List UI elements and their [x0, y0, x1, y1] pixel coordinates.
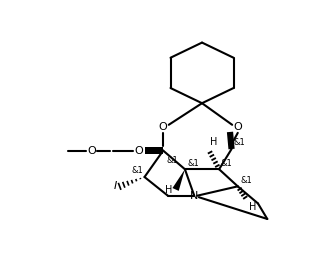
Text: &1: &1: [233, 139, 245, 147]
Text: I: I: [113, 181, 117, 191]
Polygon shape: [145, 147, 163, 154]
Text: &1: &1: [240, 176, 252, 185]
Text: &1: &1: [167, 156, 179, 165]
Text: O: O: [159, 122, 168, 132]
Text: &1: &1: [221, 159, 232, 168]
Text: O: O: [87, 146, 96, 156]
Text: H: H: [210, 138, 217, 147]
Text: H: H: [165, 185, 172, 195]
Text: H: H: [249, 202, 256, 212]
Text: O: O: [233, 122, 242, 132]
Polygon shape: [172, 169, 185, 191]
Text: N: N: [190, 191, 198, 201]
Polygon shape: [227, 132, 235, 149]
Text: &1: &1: [131, 166, 143, 175]
Text: &1: &1: [187, 159, 199, 168]
Text: O: O: [134, 146, 143, 156]
